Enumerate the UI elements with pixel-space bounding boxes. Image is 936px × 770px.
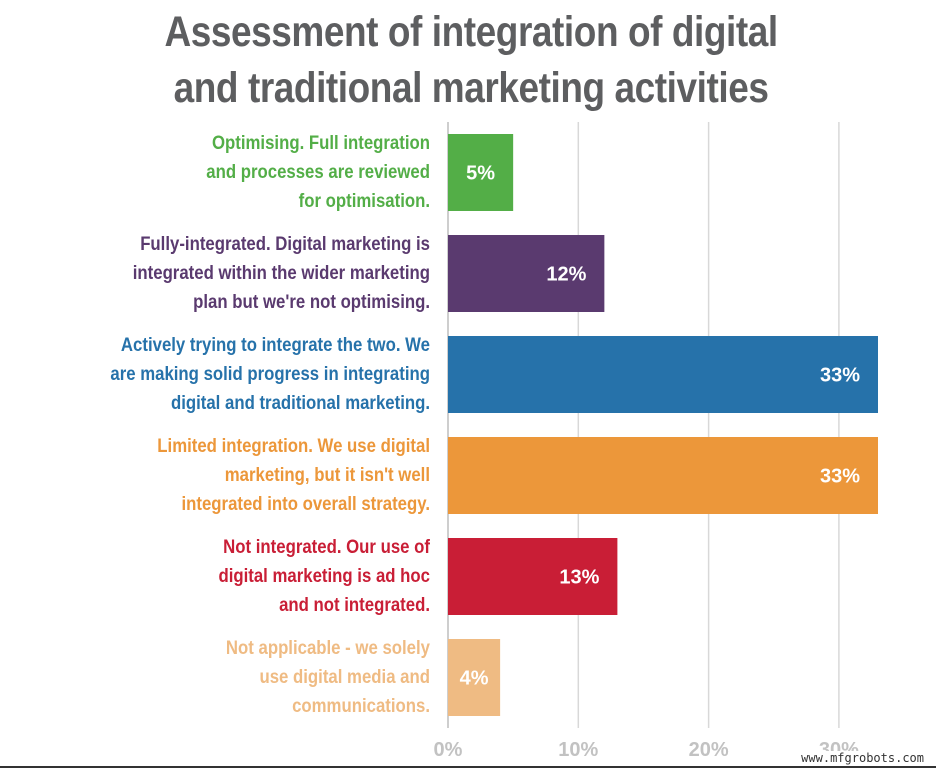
- bar-6: [448, 639, 501, 716]
- category-label-line: marketing, but it isn't well: [224, 463, 430, 486]
- category-label-4: Limited integration. We use digital marke…: [0, 432, 430, 519]
- bar-3: [448, 336, 878, 413]
- category-label-2: Fully-integrated. Digital marketing is in…: [0, 230, 430, 317]
- category-label-line: use digital media and: [259, 665, 430, 688]
- bar-5: [448, 538, 618, 615]
- category-label-line: and processes are reviewed: [206, 160, 430, 183]
- chart-title-line-1: Assessment of integration of digital: [164, 8, 778, 56]
- category-label-line: digital marketing is ad hoc: [218, 564, 430, 587]
- bar-value-label-1: 5%: [466, 163, 495, 185]
- gridlines: [447, 122, 840, 728]
- category-label-5: Not integrated. Our use of digital market…: [0, 533, 430, 620]
- category-label-line: Optimising. Full integration: [211, 131, 430, 154]
- bar-4: [448, 437, 878, 514]
- bars: [448, 134, 878, 716]
- chart-title: Assessment of integration of digital and…: [69, 4, 874, 116]
- category-label-line: Fully-integrated. Digital marketing is: [140, 232, 430, 255]
- chart-title-line-2: and traditional marketing activities: [173, 64, 769, 112]
- category-label-1: Optimising. Full integration and processe…: [0, 129, 430, 216]
- category-label-line: Not applicable - we solely: [225, 636, 430, 659]
- category-label-3: Actively trying to integrate the two. We…: [0, 331, 430, 418]
- category-label-line: digital and traditional marketing.: [170, 391, 430, 414]
- x-tick-label-0: 0%: [434, 739, 463, 761]
- bar-2: [448, 235, 605, 312]
- x-tick-label-20: 20%: [689, 739, 729, 761]
- category-label-line: Actively trying to integrate the two. We: [120, 333, 430, 356]
- category-label-line: Not integrated. Our use of: [223, 535, 430, 558]
- category-label-line: integrated into overall strategy.: [181, 492, 430, 515]
- x-axis-ticks: 0% 10% 20% 30%: [434, 739, 860, 761]
- watermark: www.mfgrobots.com: [799, 751, 926, 765]
- category-label-line: integrated within the wider marketing: [132, 261, 430, 284]
- category-label-line: communications.: [292, 694, 430, 717]
- bar-value-label-3: 33%: [820, 365, 860, 387]
- bar-value-label-4: 33%: [820, 466, 860, 488]
- category-label-line: are making solid progress in integrating: [110, 362, 430, 385]
- bar-value-label-2: 12%: [546, 264, 586, 286]
- category-label-line: for optimisation.: [298, 189, 430, 212]
- bottom-divider: [0, 766, 936, 768]
- category-label-6: Not applicable - we solely use digital me…: [0, 634, 430, 721]
- bar-1: [448, 134, 514, 211]
- bar-value-label-5: 13%: [559, 567, 599, 589]
- x-tick-label-10: 10%: [558, 739, 598, 761]
- category-label-line: and not integrated.: [279, 593, 430, 616]
- category-label-line: plan but we're not optimising.: [193, 290, 430, 313]
- bar-value-label-6: 4%: [460, 668, 489, 690]
- value-labels: 5% 12% 33% 33% 13% 4%: [460, 163, 861, 690]
- category-label-line: Limited integration. We use digital: [157, 434, 430, 457]
